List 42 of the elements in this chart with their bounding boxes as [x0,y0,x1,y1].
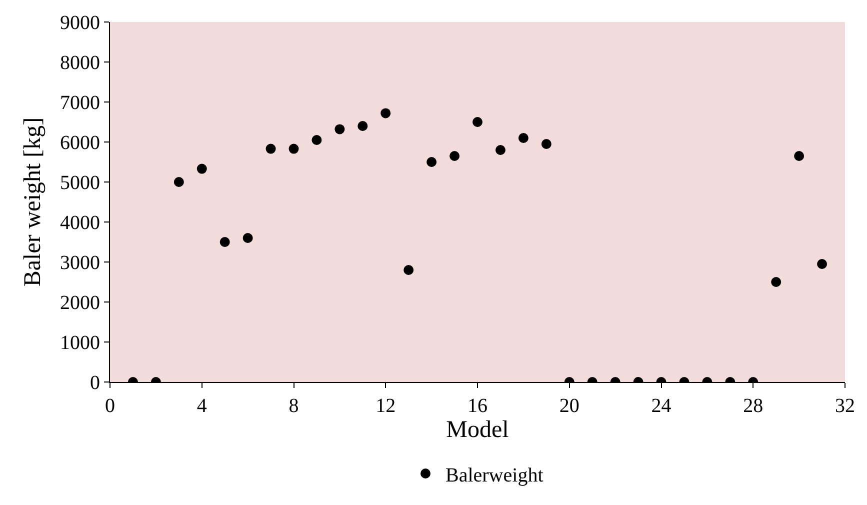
point [771,277,782,287]
point [334,124,345,134]
point [495,145,506,155]
point [288,144,299,154]
y-tick-label: 9000 [60,12,100,34]
point [541,139,552,149]
y-tick-label: 7000 [60,92,100,114]
y-axis-title: Baler weight [kg] [20,117,46,287]
x-tick-label: 16 [468,395,488,417]
x-tick-label: 0 [105,395,115,417]
point [472,117,482,127]
x-axis-title: Model [446,417,510,443]
x-tick-label: 28 [743,395,764,417]
point [242,233,253,243]
y-tick-label: 5000 [60,172,100,194]
y-tick-label: 2000 [60,292,100,314]
point [358,121,368,131]
point [817,259,828,269]
y-tick-label: 6000 [60,132,100,154]
y-tick-label: 0 [90,372,100,394]
y-tick-label: 1000 [60,332,100,354]
x-tick-label: 32 [835,395,855,417]
x-tick-label: 12 [376,395,396,417]
point [380,108,391,118]
point [426,157,437,167]
x-tick-label: 20 [559,395,580,417]
legend-label: Balerweight [446,464,544,486]
y-tick-label: 4000 [60,212,100,234]
y-tick-label: 3000 [60,252,100,274]
point [794,151,804,161]
x-tick-label: 4 [196,395,207,417]
x-tick-label: 24 [651,395,672,417]
y-tick-label: 8000 [60,52,100,74]
point [404,265,414,275]
point [174,177,184,187]
point [196,164,207,174]
point [266,144,276,154]
point [220,237,230,247]
point [518,133,528,143]
point [450,151,460,161]
point [312,135,322,145]
x-tick-label: 8 [288,395,299,417]
